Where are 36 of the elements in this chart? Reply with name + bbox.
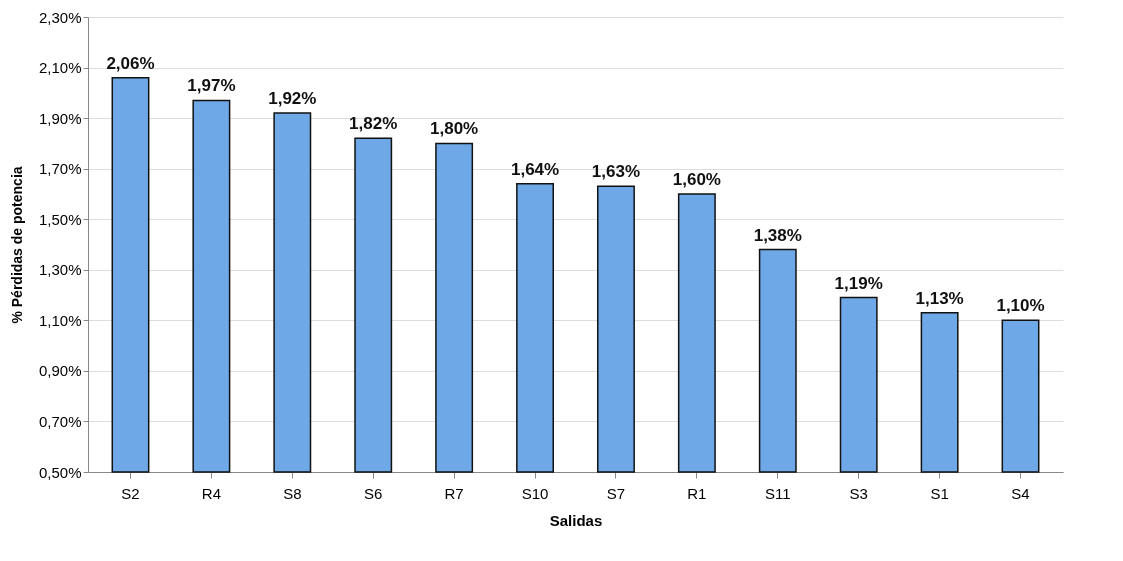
data-label: 1,63% bbox=[591, 162, 641, 182]
x-tick-label: S4 bbox=[1011, 484, 1030, 502]
x-tick-label: S10 bbox=[521, 484, 549, 502]
y-tick-label: 2,30% bbox=[38, 8, 82, 26]
data-label: 1,92% bbox=[268, 89, 317, 109]
data-label: 1,13% bbox=[915, 288, 964, 308]
data-label: 2,06% bbox=[106, 53, 155, 73]
x-tick-label: R4 bbox=[201, 484, 221, 502]
data-label: 1,38% bbox=[753, 225, 802, 245]
y-tick-label: 2,10% bbox=[38, 59, 82, 77]
x-tick-label: R1 bbox=[687, 484, 707, 502]
y-tick-label: 0,90% bbox=[38, 362, 82, 380]
y-axis-title: % Pérdidas de potencia bbox=[8, 166, 25, 324]
data-label: 1,82% bbox=[349, 114, 398, 134]
x-axis-title: Salidas bbox=[549, 511, 603, 529]
data-label: 1,80% bbox=[430, 119, 479, 139]
data-label: 1,64% bbox=[510, 159, 560, 179]
data-label: 1,60% bbox=[672, 169, 721, 189]
y-tick-label: 1,10% bbox=[38, 311, 82, 329]
y-tick-label: 1,30% bbox=[38, 261, 82, 279]
x-tick-label: S2 bbox=[121, 484, 140, 502]
y-tick-label: 1,50% bbox=[38, 210, 82, 228]
x-tick-label: S3 bbox=[849, 484, 868, 502]
data-label: 1,10% bbox=[996, 296, 1045, 316]
x-tick-label: S1 bbox=[930, 484, 949, 502]
x-tick-label: S11 bbox=[764, 484, 791, 502]
x-tick-label: S8 bbox=[283, 484, 302, 502]
y-tick-label: 0,70% bbox=[38, 412, 82, 430]
y-tick-label: 1,90% bbox=[38, 109, 82, 127]
x-tick-label: R7 bbox=[444, 484, 464, 502]
x-tick-label: S7 bbox=[606, 484, 626, 502]
y-tick-label: 0,50% bbox=[38, 463, 82, 481]
data-label: 1,97% bbox=[187, 76, 236, 96]
x-tick-label: S6 bbox=[364, 484, 383, 502]
data-label: 1,19% bbox=[834, 273, 883, 293]
y-tick-label: 1,70% bbox=[38, 160, 82, 178]
